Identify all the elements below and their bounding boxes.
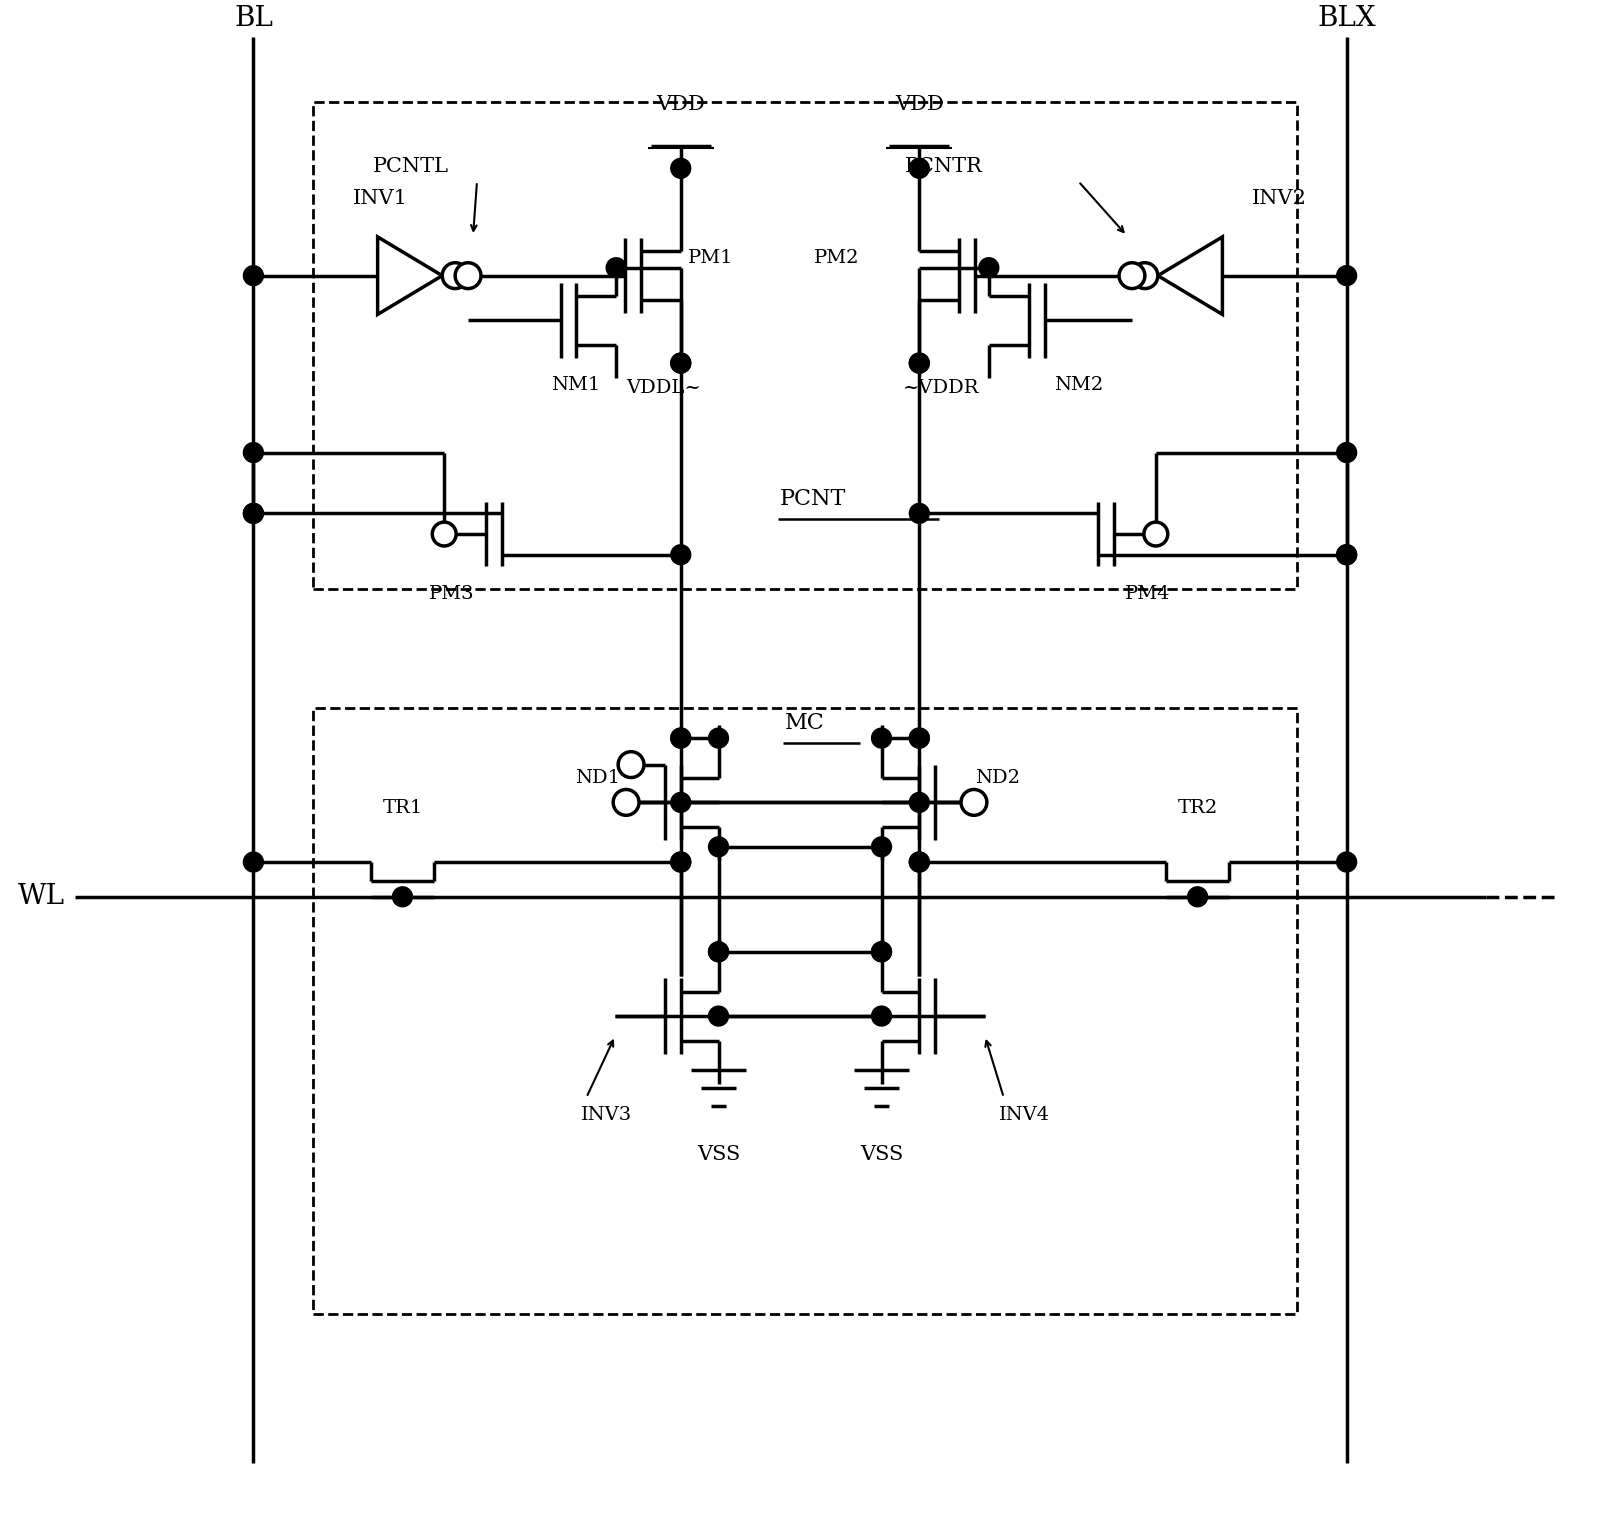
Text: PM1: PM1 <box>688 248 733 266</box>
Text: TR2: TR2 <box>1178 799 1218 817</box>
Circle shape <box>1337 443 1356 463</box>
Text: INV3: INV3 <box>582 1106 633 1124</box>
Text: PCNTR: PCNTR <box>905 157 982 176</box>
Circle shape <box>243 443 264 463</box>
Text: VDD: VDD <box>656 95 705 113</box>
Circle shape <box>871 941 892 962</box>
Circle shape <box>910 852 929 871</box>
Circle shape <box>243 504 264 523</box>
Text: NM1: NM1 <box>551 375 599 393</box>
Circle shape <box>1337 545 1356 564</box>
Text: VSS: VSS <box>860 1145 903 1163</box>
Text: ~VDDR: ~VDDR <box>903 378 979 396</box>
Text: WL: WL <box>18 884 64 911</box>
Text: TR1: TR1 <box>382 799 423 817</box>
Circle shape <box>606 257 627 277</box>
Circle shape <box>709 941 728 962</box>
Text: PM2: PM2 <box>815 248 860 266</box>
Circle shape <box>910 728 929 747</box>
Text: VSS: VSS <box>697 1145 741 1163</box>
Circle shape <box>614 790 640 816</box>
Circle shape <box>709 837 728 856</box>
Circle shape <box>709 728 728 747</box>
Circle shape <box>871 728 892 747</box>
Circle shape <box>670 353 691 374</box>
Circle shape <box>670 159 691 179</box>
Circle shape <box>1337 545 1356 564</box>
Circle shape <box>910 728 929 747</box>
Circle shape <box>243 266 264 286</box>
Circle shape <box>709 1006 728 1026</box>
Circle shape <box>670 852 691 871</box>
Text: INV2: INV2 <box>1252 189 1306 207</box>
Bar <box>313 708 1297 1315</box>
Circle shape <box>910 793 929 812</box>
Text: BLX: BLX <box>1318 5 1376 32</box>
Circle shape <box>910 504 929 523</box>
Circle shape <box>709 941 728 962</box>
Circle shape <box>670 353 691 374</box>
Circle shape <box>1337 852 1356 871</box>
Circle shape <box>910 159 929 179</box>
Circle shape <box>910 353 929 374</box>
Circle shape <box>670 728 691 747</box>
Circle shape <box>670 545 691 564</box>
Text: ND1: ND1 <box>575 769 620 787</box>
Circle shape <box>1188 887 1207 906</box>
Text: PCNTL: PCNTL <box>373 157 448 176</box>
Text: ND2: ND2 <box>975 769 1020 787</box>
Text: PM3: PM3 <box>429 584 476 602</box>
Circle shape <box>871 1006 892 1026</box>
Circle shape <box>1118 263 1144 289</box>
Text: NM2: NM2 <box>1054 375 1104 393</box>
Circle shape <box>979 257 1000 277</box>
Circle shape <box>243 504 264 523</box>
Circle shape <box>1144 522 1168 546</box>
Circle shape <box>619 752 644 778</box>
Text: VDDL~: VDDL~ <box>627 378 701 396</box>
Text: PM4: PM4 <box>1125 584 1170 602</box>
Text: PCNT: PCNT <box>779 489 847 510</box>
Circle shape <box>670 852 691 871</box>
Text: INV4: INV4 <box>1000 1106 1049 1124</box>
Text: VDD: VDD <box>895 95 943 113</box>
Circle shape <box>442 263 468 289</box>
Circle shape <box>392 887 413 906</box>
Circle shape <box>1337 266 1356 286</box>
Text: BL: BL <box>235 5 273 32</box>
Text: INV1: INV1 <box>354 189 408 207</box>
Circle shape <box>455 263 480 289</box>
Circle shape <box>961 790 987 816</box>
Circle shape <box>670 728 691 747</box>
Circle shape <box>243 852 264 871</box>
Circle shape <box>432 522 456 546</box>
Circle shape <box>670 793 691 812</box>
Text: MC: MC <box>786 713 824 734</box>
Circle shape <box>910 353 929 374</box>
Bar <box>313 101 1297 589</box>
Circle shape <box>871 941 892 962</box>
Circle shape <box>871 837 892 856</box>
Circle shape <box>1131 263 1157 289</box>
Circle shape <box>910 852 929 871</box>
